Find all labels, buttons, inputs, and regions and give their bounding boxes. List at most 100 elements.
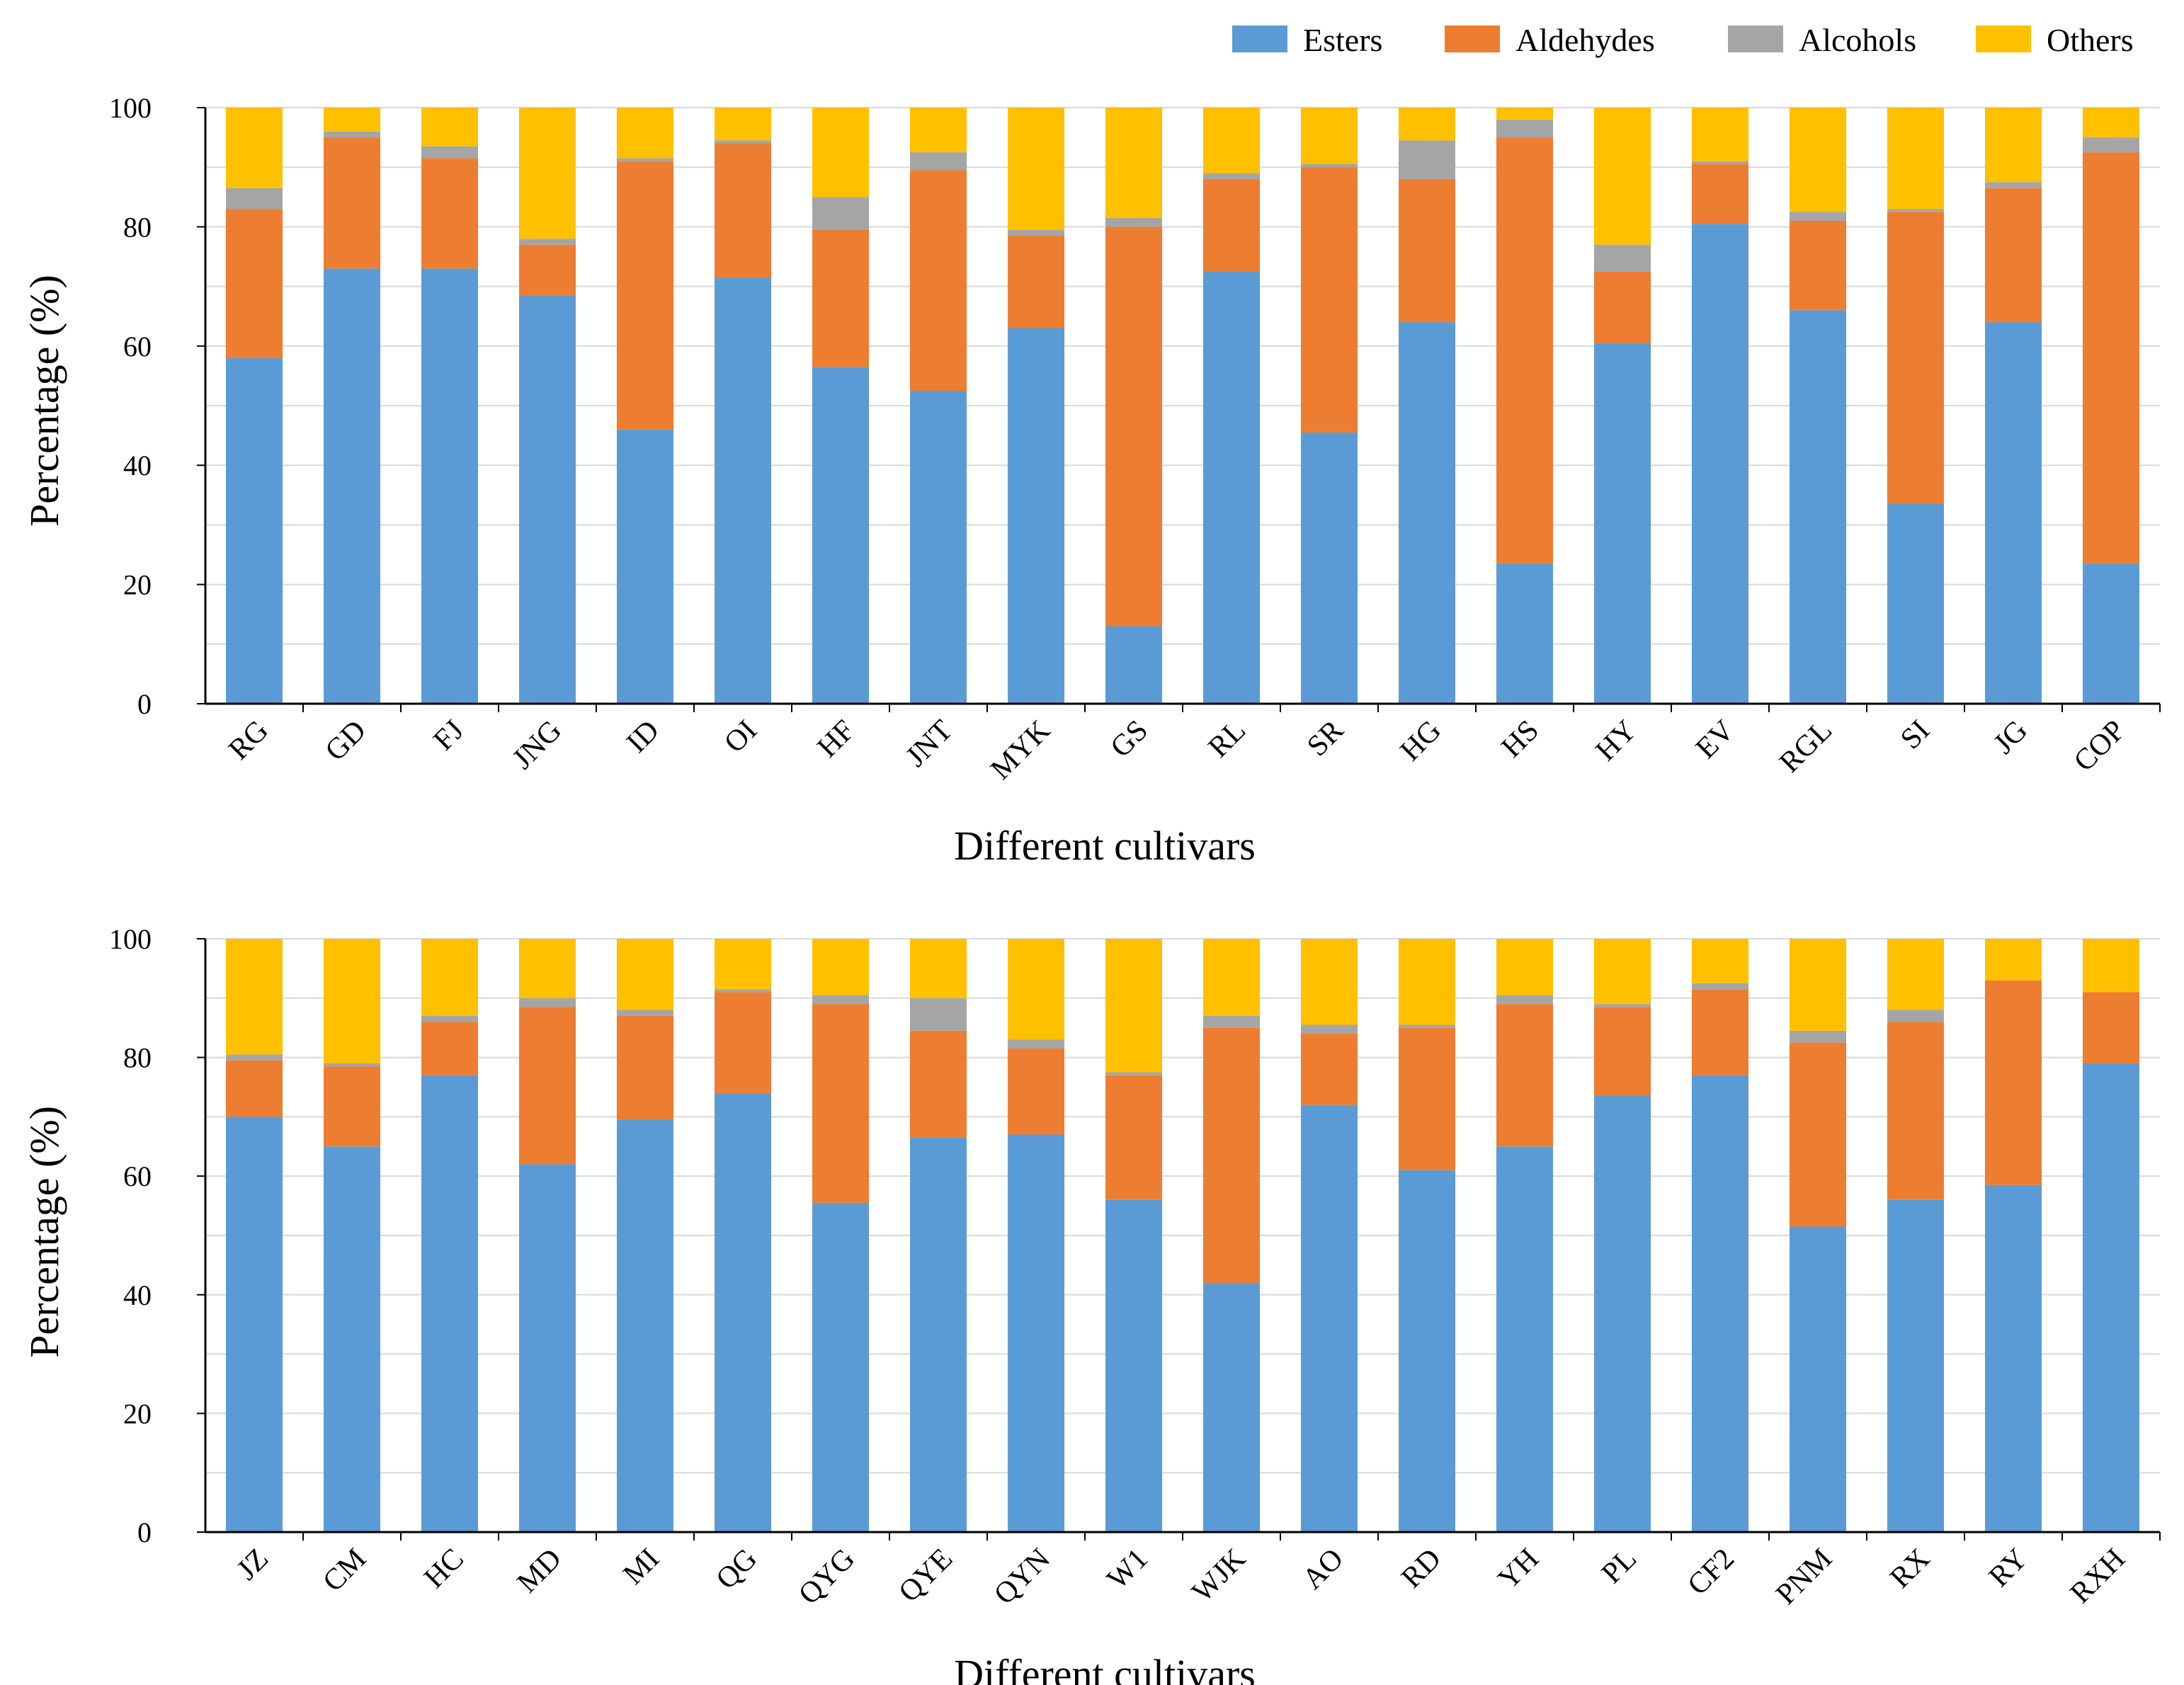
bar-segment-w1-alcohols xyxy=(1105,1072,1163,1075)
bar-segment-oi-others xyxy=(714,108,772,141)
bar-segment-si-others xyxy=(1887,108,1945,210)
bar-segment-id-aldehydes xyxy=(616,161,674,430)
bar-segment-rg-aldehydes xyxy=(225,209,283,358)
y-tick-label-20: 20 xyxy=(123,1398,152,1429)
y-tick-label-0: 0 xyxy=(137,1516,152,1548)
bar-segment-jg-others xyxy=(1984,108,2042,183)
bar-segment-cf2-esters xyxy=(1691,1075,1749,1532)
bar-segment-jz-esters xyxy=(225,1116,283,1532)
bar-segment-cm-esters xyxy=(323,1146,381,1532)
bar-segment-mi-others xyxy=(616,939,674,1010)
bar-segment-qyn-aldehydes xyxy=(1007,1049,1065,1135)
legend-label-aldehydes: Aldehydes xyxy=(1515,22,1655,58)
category-label-rl: RL xyxy=(1202,714,1252,764)
axes-bottom xyxy=(197,938,2161,1541)
bar-segment-jg-esters xyxy=(1984,322,2042,704)
category-label-pnm: PNM xyxy=(1770,1543,1838,1611)
bar-segment-hg-alcohols xyxy=(1398,140,1456,180)
bar-segment-hg-aldehydes xyxy=(1398,179,1456,323)
bar-segment-qye-alcohols xyxy=(909,998,967,1031)
bar-segment-cop-alcohols xyxy=(2082,137,2140,153)
category-label-sr: SR xyxy=(1301,714,1350,763)
legend-swatch-alcohols xyxy=(1728,25,1783,52)
category-label-myk: MYK xyxy=(984,714,1057,787)
category-label-qyn: QYN xyxy=(988,1543,1057,1611)
category-labels-top: RG GD FJ JNG ID OI HF JNT MYK GS RL SR HG HS HY EV RGL SI… xyxy=(222,714,2132,787)
bar-segment-rgl-esters xyxy=(1789,310,1847,704)
bar-segment-hy-aldehydes xyxy=(1593,271,1651,343)
bar-segment-ry-others xyxy=(1984,939,2042,981)
bar-segment-md-alcohols xyxy=(518,998,576,1007)
x-axis-title-bottom: Different cultivars xyxy=(954,1651,1256,1685)
category-label-wjk: WJK xyxy=(1186,1543,1253,1609)
bar-segment-jnt-alcohols xyxy=(909,152,967,171)
bar-segment-rl-others xyxy=(1202,108,1261,173)
legend-label-esters: Esters xyxy=(1303,22,1382,58)
bar-segment-sr-aldehydes xyxy=(1300,167,1358,433)
bar-segment-gs-aldehydes xyxy=(1105,227,1163,627)
bar-segment-yh-alcohols xyxy=(1496,995,1554,1005)
bar-segment-md-esters xyxy=(518,1164,576,1532)
bar-segment-hf-aldehydes xyxy=(812,229,870,367)
bar-segment-gd-alcohols xyxy=(323,131,381,138)
bar-segment-hc-esters xyxy=(421,1075,479,1532)
bar-segment-pl-aldehydes xyxy=(1593,1007,1651,1097)
bar-segment-ry-esters xyxy=(1984,1184,2042,1532)
bar-segment-oi-esters xyxy=(714,277,772,704)
category-label-md: MD xyxy=(511,1543,568,1599)
y-tick-label-80: 80 xyxy=(123,211,152,243)
bar-segment-w1-aldehydes xyxy=(1105,1075,1163,1200)
bar-segment-w1-others xyxy=(1105,939,1163,1073)
bar-segment-si-alcohols xyxy=(1887,209,1945,212)
category-label-w1: W1 xyxy=(1101,1543,1154,1596)
bar-segment-mi-alcohols xyxy=(616,1010,674,1016)
category-label-ry: RY xyxy=(1983,1543,2034,1594)
chart-bottom: 0 20 40 60 80 100 JZ CM HC MD MI QG QYG QYE QYN W1 WJK A… xyxy=(21,923,2161,1685)
bar-segment-hg-others xyxy=(1398,108,1456,141)
category-label-rg: RG xyxy=(222,714,275,767)
bar-segment-hf-esters xyxy=(812,367,870,704)
bar-segment-qye-esters xyxy=(909,1137,967,1532)
bar-segment-hs-aldehydes xyxy=(1496,137,1554,564)
category-label-ev: EV xyxy=(1690,714,1741,765)
category-label-qye: QYE xyxy=(893,1543,960,1609)
bar-segment-oi-alcohols xyxy=(714,140,772,144)
bar-segment-jz-aldehydes xyxy=(225,1060,283,1117)
bar-segment-fj-esters xyxy=(421,268,479,704)
category-label-ao: AO xyxy=(1297,1543,1350,1596)
category-label-yh: YH xyxy=(1492,1543,1545,1596)
bar-segment-rd-esters xyxy=(1398,1170,1456,1532)
bar-segment-id-alcohols xyxy=(616,158,674,161)
bar-segment-ao-aldehydes xyxy=(1300,1034,1358,1105)
y-tick-label-40: 40 xyxy=(123,1279,152,1311)
bar-segment-hs-others xyxy=(1496,108,1554,120)
bar-segment-wjk-aldehydes xyxy=(1202,1027,1261,1284)
bar-segment-rd-others xyxy=(1398,939,1456,1025)
bar-segment-rgl-aldehydes xyxy=(1789,220,1847,311)
bar-segment-ev-aldehydes xyxy=(1691,164,1749,224)
chart-top: 0 20 40 60 80 100 RG GD FJ JNG ID OI HF JNT MYK GS RL SR… xyxy=(21,92,2161,869)
bar-segment-qyn-esters xyxy=(1007,1134,1065,1532)
bar-segment-rgl-alcohols xyxy=(1789,212,1847,221)
legend-label-others: Others xyxy=(2047,22,2134,58)
bar-segment-qyg-esters xyxy=(812,1202,870,1532)
bar-segment-pl-alcohols xyxy=(1593,1004,1651,1007)
category-label-hy: HY xyxy=(1590,714,1643,767)
bar-segment-jnt-others xyxy=(909,108,967,153)
bar-segment-cm-aldehydes xyxy=(323,1066,381,1147)
category-label-hs: HS xyxy=(1496,714,1546,765)
bar-segment-ry-aldehydes xyxy=(1984,980,2042,1185)
bar-segment-qg-others xyxy=(714,939,772,990)
bar-segment-gd-esters xyxy=(323,268,381,704)
y-tick-label-100: 100 xyxy=(109,923,152,955)
bar-segment-hy-esters xyxy=(1593,343,1651,704)
bar-segment-jnt-esters xyxy=(909,390,967,704)
y-tick-label-80: 80 xyxy=(123,1042,152,1074)
bar-segment-qyg-alcohols xyxy=(812,995,870,1005)
category-label-rxh: RXH xyxy=(2064,1543,2132,1610)
y-axis-title-top: Percentage (%) xyxy=(21,275,67,527)
category-label-qg: QG xyxy=(710,1543,763,1596)
bar-segment-qg-alcohols xyxy=(714,989,772,993)
bar-segment-rd-aldehydes xyxy=(1398,1027,1456,1170)
bar-segment-jz-others xyxy=(225,939,283,1055)
